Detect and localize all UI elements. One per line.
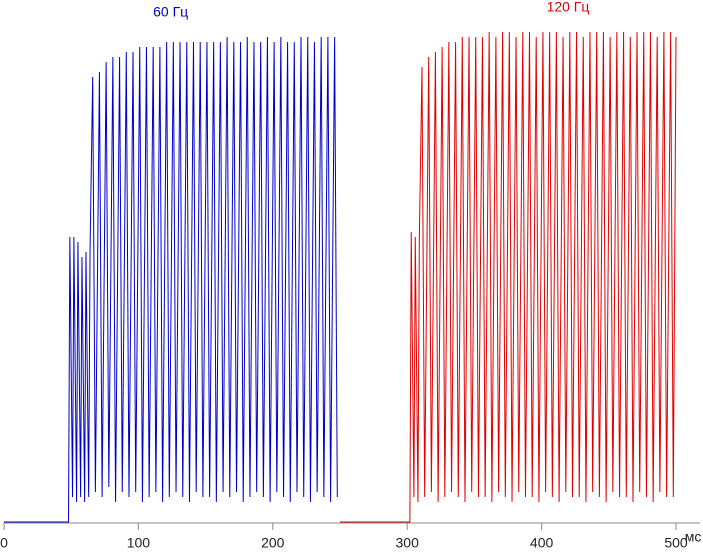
x-tick-label: 0	[0, 535, 8, 551]
series-line	[340, 31, 677, 523]
x-tick-label: 300	[396, 535, 420, 551]
x-axis-label: мс	[685, 529, 702, 545]
series-line	[4, 36, 338, 523]
series-label: 120 Гц	[547, 0, 590, 15]
series-label: 60 Гц	[153, 4, 188, 20]
x-tick-label: 200	[261, 535, 285, 551]
x-tick-label: 100	[127, 535, 151, 551]
x-tick-label: 400	[530, 535, 554, 551]
x-tick-label: 500	[664, 535, 688, 551]
